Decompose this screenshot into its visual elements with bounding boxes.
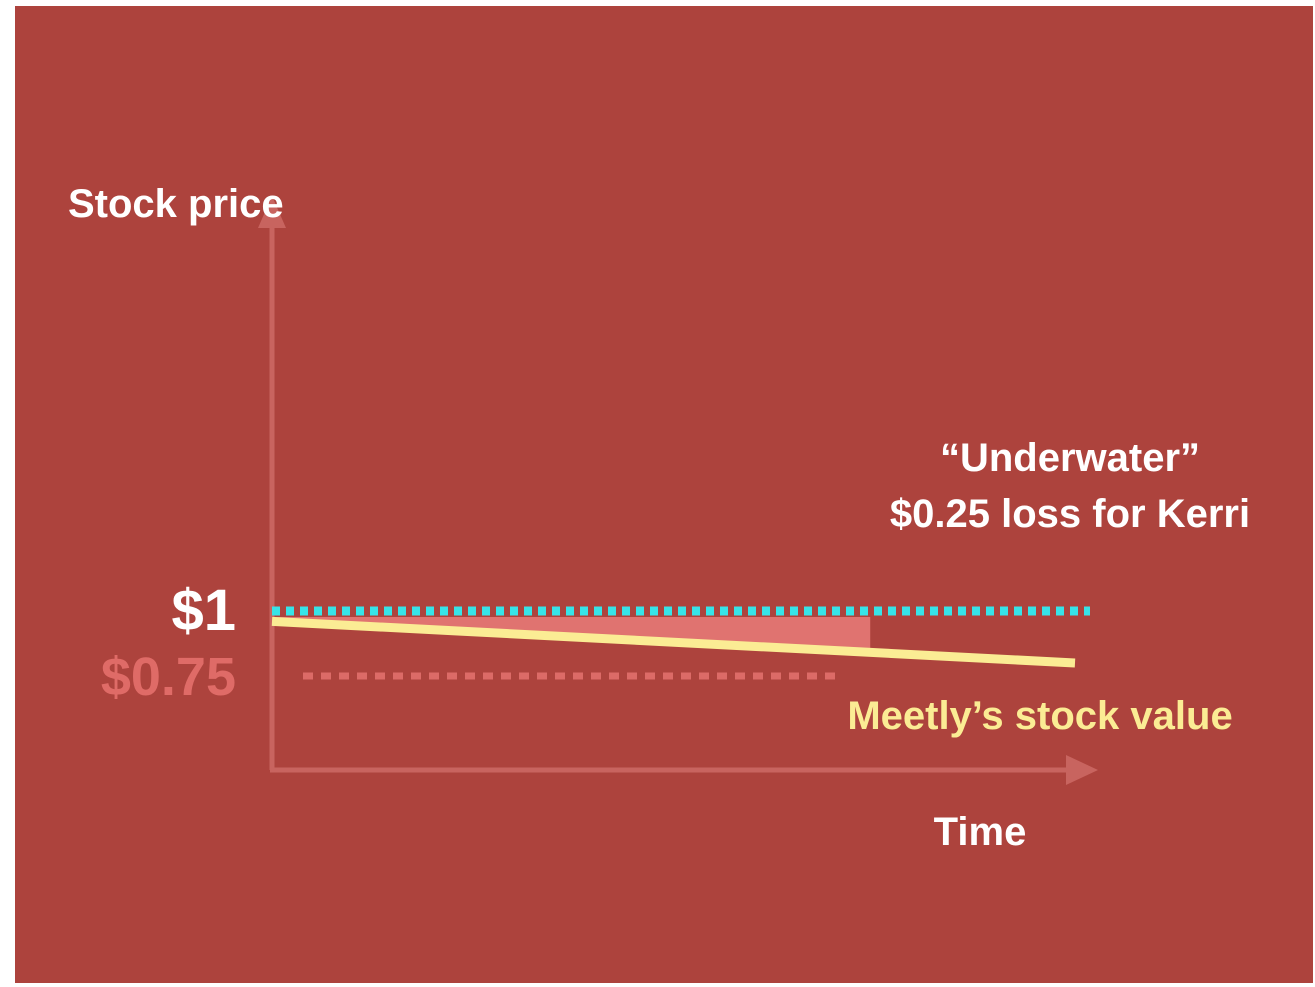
annotation-line-1: “Underwater” [939,436,1201,480]
y-tick-label-current: $0.75 [100,647,236,707]
chart-background [15,6,1313,983]
x-axis-arrowhead [1066,755,1098,785]
y-axis-arrowhead [258,196,286,228]
annotation-line-2: $0.25 loss for Kerri [889,492,1251,536]
stock-value-line [271,616,1076,668]
underwater-annotation: “Underwater” $0.25 loss for Kerri [840,430,1300,542]
series-label-stock-value: Meetly’s stock value [847,694,1233,738]
y-tick-label-strike: $1 [171,578,236,643]
y-axis-label: Stock price [68,182,284,226]
x-axis-label: Time [933,810,1027,854]
